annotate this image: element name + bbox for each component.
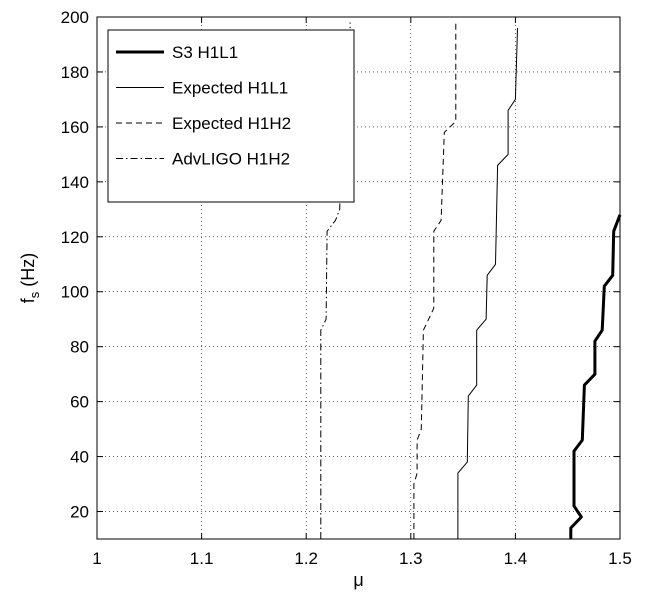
y-tick-label: 60	[70, 393, 89, 412]
x-tick-label: 1.2	[294, 549, 318, 568]
y-tick-label: 100	[61, 283, 89, 302]
y-axis-label-unit: (Hz)	[18, 253, 38, 287]
series-line-expected-h1h2	[413, 22, 457, 539]
legend-label-expected-h1h2: Expected H1H2	[172, 114, 291, 133]
legend-label-advligo-h1h2: AdvLIGO H1H2	[172, 150, 290, 169]
ticks-layer: 1 1.1 1.2 1.3 1.4 1.5 20 40 60 80 100 120 140 160 180 2…	[61, 8, 632, 568]
y-axis-label-sub: s	[27, 291, 42, 298]
x-tick-label: 1.1	[190, 549, 214, 568]
legend-label-expected-h1l1: Expected H1L1	[172, 79, 288, 98]
y-tick-label: 20	[70, 503, 89, 522]
x-tick-label: 1.5	[608, 549, 632, 568]
plot-frame	[96, 16, 621, 540]
x-tick-label: 1.4	[504, 549, 528, 568]
series-line-s3-h1l1	[569, 214, 622, 539]
y-axis-label-main: f	[18, 297, 38, 303]
x-tick-label: 1	[92, 549, 101, 568]
grid-lines	[97, 17, 620, 539]
y-tick-label: 80	[70, 338, 89, 357]
y-tick-label: 140	[61, 173, 89, 192]
x-tick-label: 1.3	[399, 549, 423, 568]
x-axis-label: μ	[353, 570, 363, 590]
svg-text:fs (Hz): fs (Hz)	[18, 253, 42, 304]
series-line-expected-h1l1	[457, 27, 518, 539]
legend-box	[107, 29, 355, 203]
y-tick-label: 160	[61, 118, 89, 137]
y-tick-label: 180	[61, 63, 89, 82]
y-tick-label: 200	[61, 8, 89, 27]
y-axis-label: fs (Hz)	[18, 253, 42, 304]
legend: S3 H1L1 Expected H1L1 Expected H1H2 AdvLIGO…	[107, 29, 355, 203]
y-tick-label: 40	[70, 448, 89, 467]
y-tick-label: 120	[61, 228, 89, 247]
legend-label-s3-h1l1: S3 H1L1	[172, 43, 238, 62]
